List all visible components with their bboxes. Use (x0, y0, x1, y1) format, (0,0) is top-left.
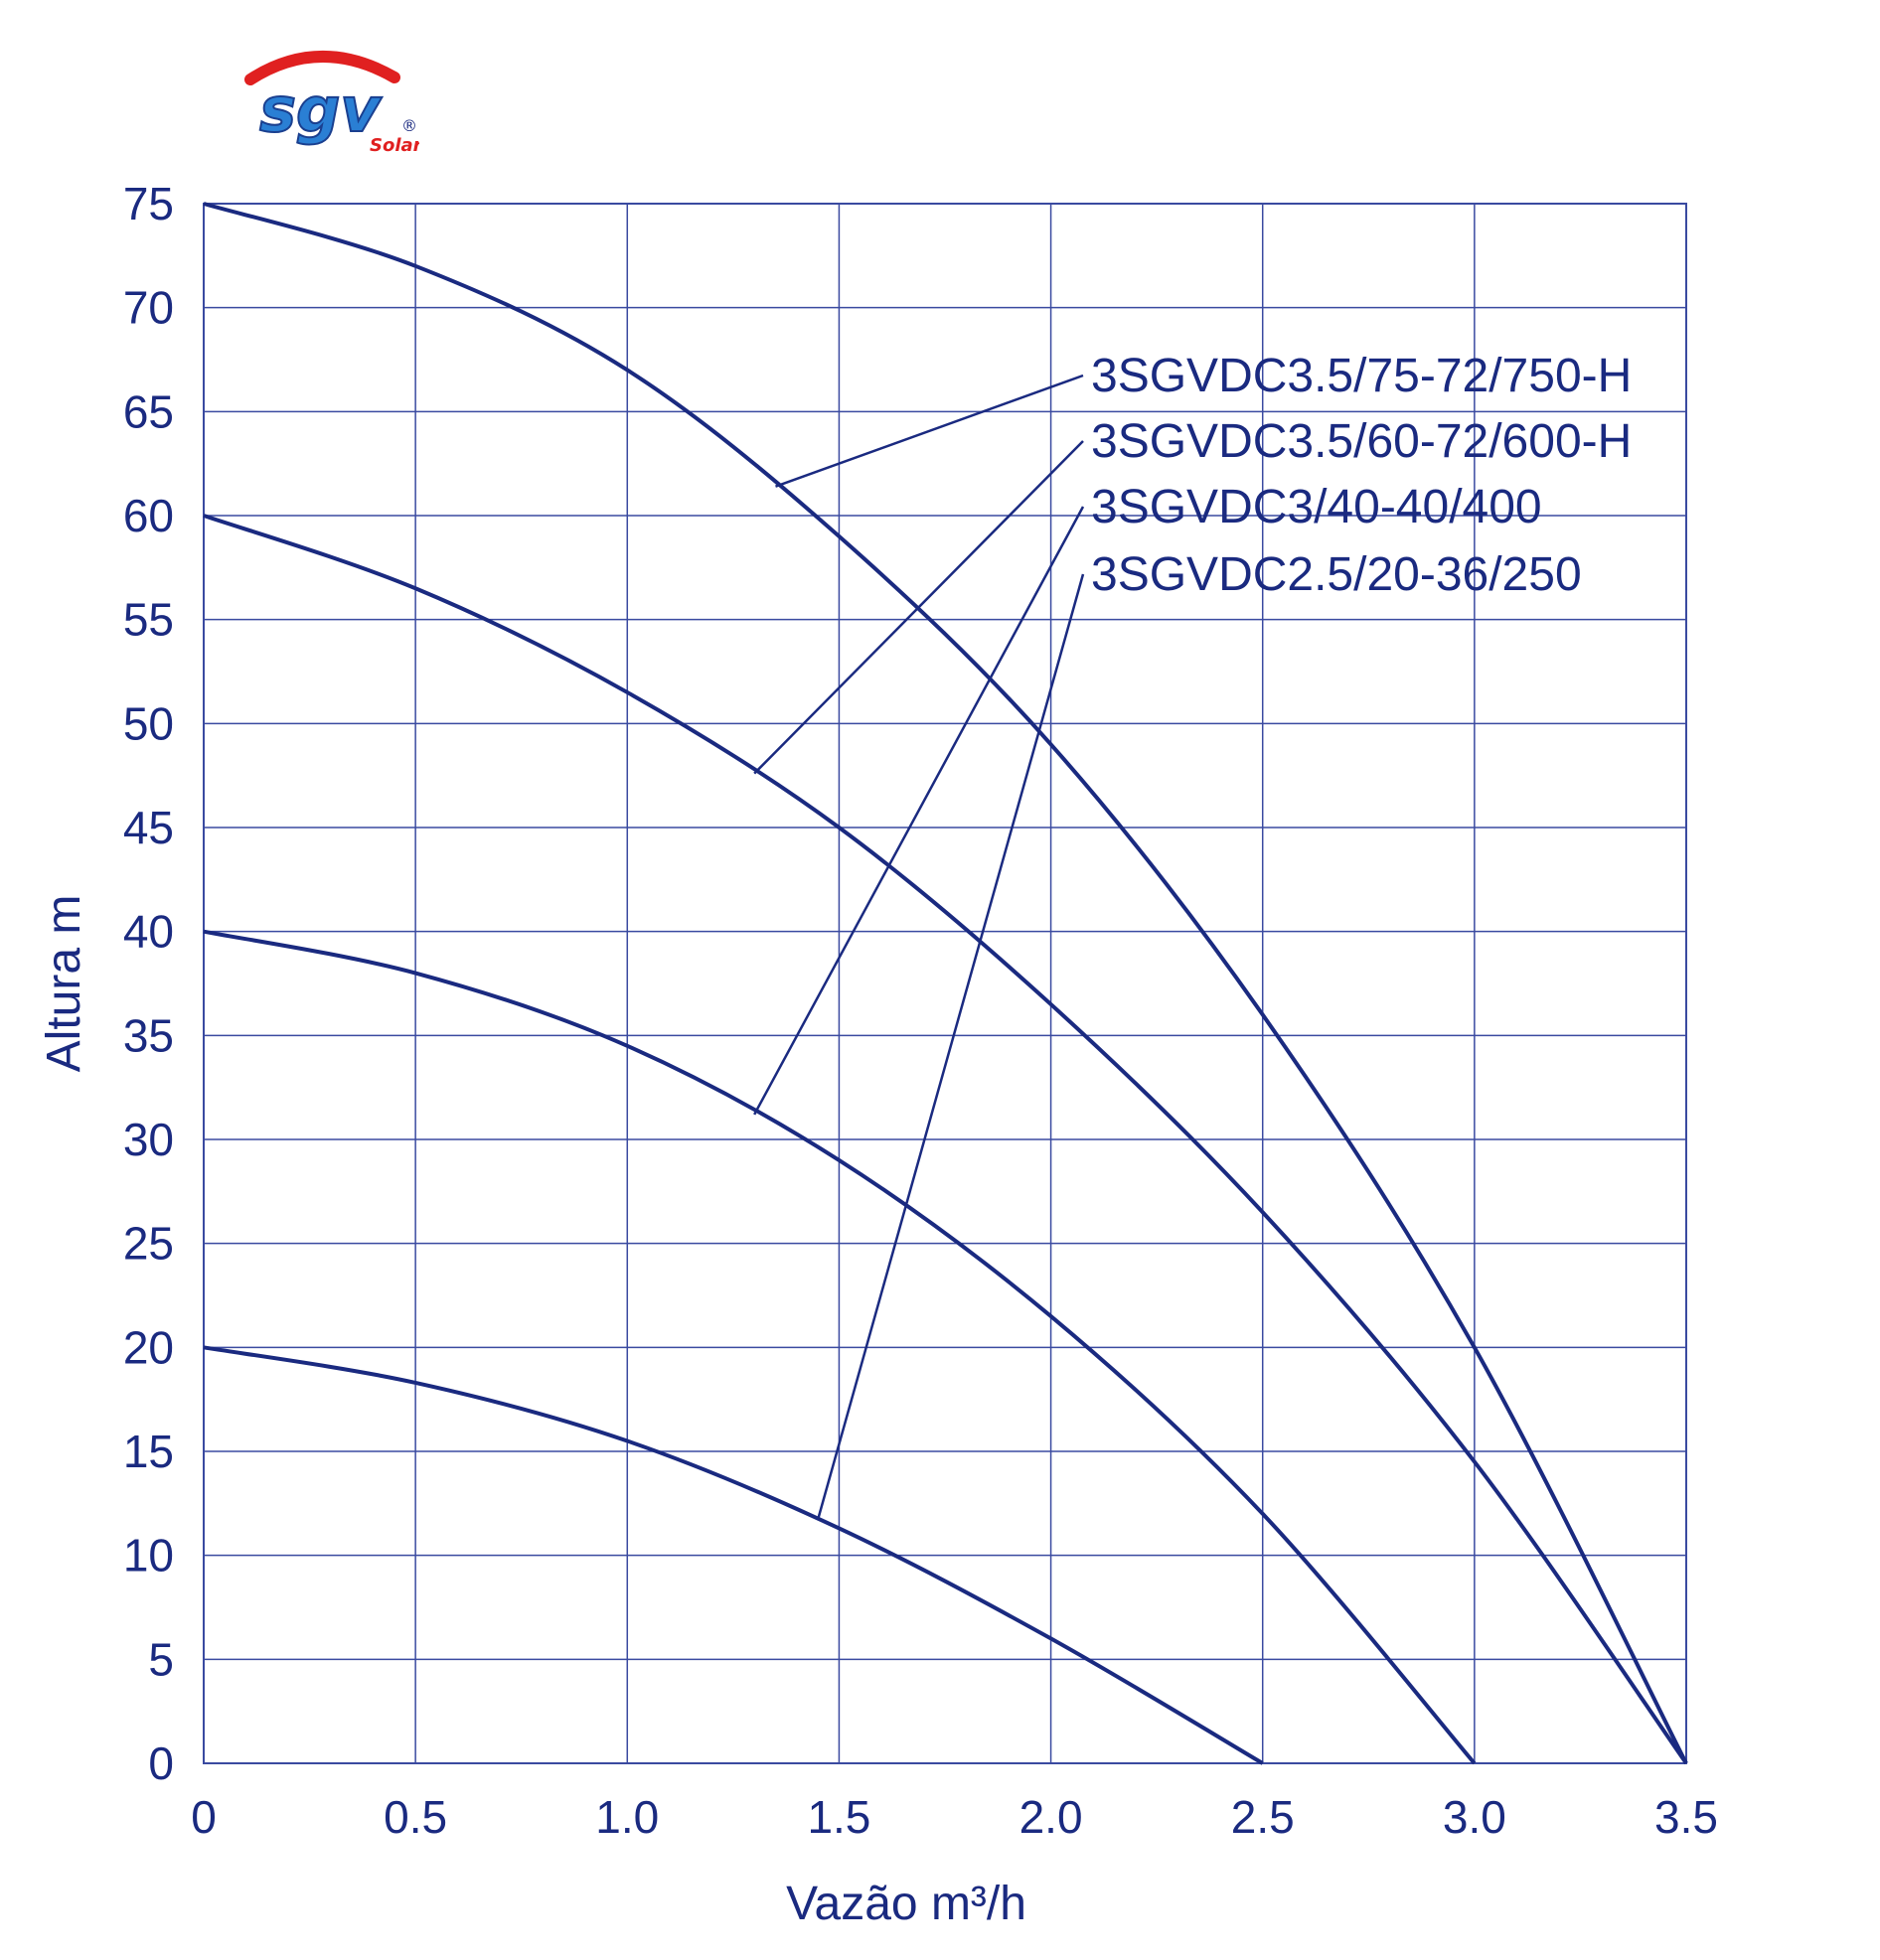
series-line (203, 202, 1688, 1764)
chart-series (203, 202, 1688, 1765)
y-tick-label: 45 (123, 802, 174, 853)
x-tick-label: 3.5 (1654, 1791, 1718, 1843)
x-tick-label: 0 (191, 1791, 217, 1843)
series-label: 3SGVDC2.5/20-36/250 (1091, 548, 1582, 601)
chart-tick-labels: 0 0.5 1.0 1.5 2.0 2.5 3.0 3.5 0 5 10 15 20 25 30 35 40 45… (123, 178, 1718, 1843)
x-tick-label: 0.5 (384, 1791, 447, 1843)
y-tick-label: 55 (123, 594, 174, 646)
sgv-logo: sgv ® Solar (244, 51, 419, 156)
x-tick-label: 3.0 (1443, 1791, 1506, 1843)
y-tick-label: 65 (123, 385, 174, 437)
y-tick-label: 5 (148, 1633, 174, 1685)
chart-leader-lines (753, 374, 1085, 1520)
chart-series-labels: 3SGVDC3.5/75-72/750-H 3SGVDC3.5/60-72/600… (1091, 350, 1632, 601)
x-axis-label: Vazão m³/h (786, 1878, 1026, 1930)
logo-arc (244, 51, 400, 85)
x-tick-label: 2.0 (1019, 1791, 1083, 1843)
series-label: 3SGVDC3.5/75-72/750-H (1091, 350, 1632, 402)
logo-subtext: Solar (370, 135, 419, 156)
y-tick-label: 0 (148, 1737, 174, 1789)
y-tick-label: 20 (123, 1321, 174, 1373)
x-tick-label: 1.0 (595, 1791, 659, 1843)
y-tick-label: 50 (123, 697, 174, 749)
y-tick-label: 30 (123, 1114, 174, 1165)
y-tick-label: 25 (123, 1218, 174, 1270)
series-line (203, 1345, 1264, 1765)
leader-line (816, 573, 1085, 1520)
leader-line (753, 506, 1085, 1116)
logo-registered: ® (401, 116, 417, 135)
y-tick-label: 70 (123, 282, 174, 334)
y-tick-label: 75 (123, 178, 174, 229)
leader-line (753, 440, 1084, 775)
series-line (203, 929, 1477, 1765)
leader-line (775, 374, 1084, 488)
x-tick-label: 1.5 (807, 1791, 870, 1843)
y-tick-label: 10 (123, 1530, 174, 1582)
plot-frame (203, 203, 1687, 1764)
y-tick-label: 35 (123, 1009, 174, 1061)
x-tick-label: 2.5 (1231, 1791, 1295, 1843)
logo-text: sgv (259, 74, 383, 146)
y-axis-label: Altura m (38, 895, 90, 1073)
y-tick-label: 60 (123, 490, 174, 541)
series-label: 3SGVDC3/40-40/400 (1091, 481, 1542, 533)
series-label: 3SGVDC3.5/60-72/600-H (1091, 415, 1632, 468)
y-tick-label: 40 (123, 906, 174, 958)
series-line (203, 514, 1688, 1765)
y-tick-label: 15 (123, 1426, 174, 1477)
